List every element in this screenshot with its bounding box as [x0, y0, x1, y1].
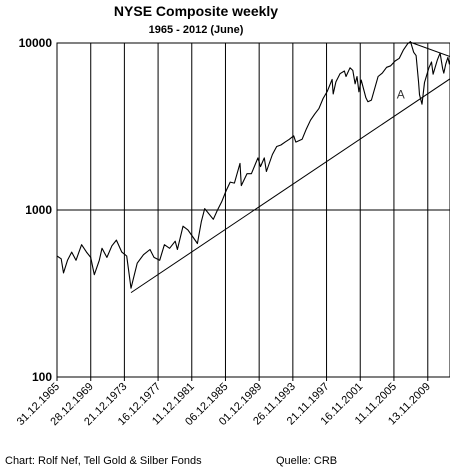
trendline-b — [410, 41, 450, 57]
chart-title: NYSE Composite weekly — [114, 3, 278, 19]
y-axis-ticks: 100 1000 10000 — [19, 36, 53, 384]
series-line — [56, 41, 450, 289]
y-tick-label: 1000 — [25, 203, 52, 217]
footer-source: Quelle: CRB — [276, 455, 337, 467]
annotations: AB — [397, 88, 405, 102]
grid — [57, 42, 450, 378]
annotation-label: A — [397, 88, 405, 102]
trendline-a — [130, 78, 450, 294]
trendlines — [130, 41, 450, 294]
footer-credit: Chart: Rolf Nef, Tell Gold & Silber Fond… — [5, 455, 202, 467]
y-tick-label: 100 — [32, 370, 52, 384]
x-axis-ticks: 31.12.196528.12.196921.12.197316.12.1977… — [15, 377, 433, 428]
series — [56, 41, 450, 289]
y-tick-label: 10000 — [19, 36, 53, 50]
chart-subtitle: 1965 - 2012 (June) — [149, 24, 244, 36]
plot-frame — [56, 42, 450, 378]
